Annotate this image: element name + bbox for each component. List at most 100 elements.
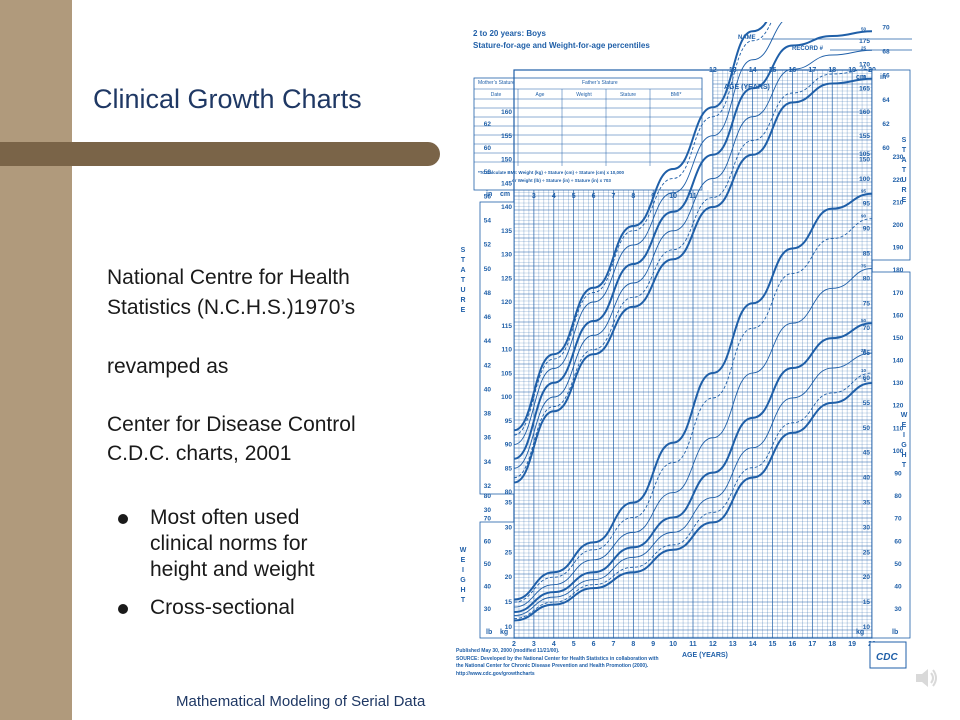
stature-curve-10 bbox=[513, 68, 873, 479]
weight-lb-tick-right: 220 bbox=[893, 177, 904, 184]
audio-speaker-icon[interactable] bbox=[912, 664, 940, 692]
svg-text:T: T bbox=[461, 597, 466, 604]
weight-kg-tick-right: 60 bbox=[863, 375, 871, 382]
stature-in-tick-left: 38 bbox=[484, 411, 492, 418]
paragraph-cdc-line1: Center for Disease Control bbox=[107, 413, 356, 436]
weight-curve-75 bbox=[513, 267, 873, 608]
age-tick-top: 15 bbox=[769, 67, 777, 74]
age-tick-bottom: 18 bbox=[828, 641, 836, 648]
stature-cm-tick-right: 170 bbox=[859, 62, 870, 69]
bmi-note-line2: or Weight (lb) ÷ Stature (in) ÷ Stature … bbox=[512, 178, 611, 183]
stature-cm-tick-left: 130 bbox=[501, 252, 512, 259]
svg-text:I: I bbox=[462, 567, 464, 574]
stature-cm-tick-right: 165 bbox=[859, 85, 870, 92]
stature-in-tick-left: 30 bbox=[484, 507, 492, 514]
weight-lb-tick-left: 40 bbox=[484, 583, 492, 590]
weight-lb-tick-right: 60 bbox=[894, 538, 902, 545]
paragraph-nchs-line2: Statistics (N.C.H.S.)1970’s bbox=[107, 296, 356, 319]
weight-lb-tick-right: 110 bbox=[893, 425, 904, 432]
weight-lb-tick-right: 100 bbox=[893, 448, 904, 455]
stature-cm-tick-left: 140 bbox=[501, 204, 512, 211]
weight-lb-tick-right: 160 bbox=[893, 312, 904, 319]
weight-lb-tick-right: 70 bbox=[894, 516, 902, 523]
weight-lb-tick-left: 30 bbox=[484, 606, 492, 613]
weight-kg-tick-right: 10 bbox=[863, 624, 871, 631]
weight-percentile-label: 25 bbox=[861, 348, 867, 353]
left-decorative-strip bbox=[0, 0, 72, 720]
weight-curve-10 bbox=[513, 372, 873, 619]
stature-in-tick-left: 32 bbox=[484, 483, 492, 490]
age-tick-top: 17 bbox=[808, 67, 816, 74]
weight-lb-tick-right: 40 bbox=[894, 583, 902, 590]
age-tick-inner: 5 bbox=[572, 193, 576, 200]
weight-kg-tick-right: 90 bbox=[863, 226, 871, 233]
stature-cm-tick-left: 145 bbox=[501, 180, 512, 187]
svg-text:H: H bbox=[460, 587, 465, 594]
svg-text:E: E bbox=[902, 422, 907, 429]
mother-stature-label: Mother’s Stature bbox=[478, 80, 515, 86]
age-tick-bottom: 4 bbox=[552, 641, 556, 648]
chart-axes: 2345678910111213141516171819201213141516… bbox=[460, 0, 911, 648]
table-header: Stature bbox=[620, 92, 636, 98]
weight-lb-tick-right: 50 bbox=[894, 561, 902, 568]
paragraph-nchs-line1: National Centre for Health bbox=[107, 266, 350, 289]
weight-lb-tick-right: 190 bbox=[893, 245, 904, 252]
age-tick-bottom: 16 bbox=[789, 641, 797, 648]
stature-percentile-label: 10 bbox=[861, 64, 867, 69]
name-label: NAME bbox=[738, 35, 756, 41]
svg-text:S: S bbox=[902, 137, 907, 144]
bullet-text-line: Most often used bbox=[150, 506, 300, 529]
stature-curve-90 bbox=[513, 0, 787, 436]
unit-lb-right: lb bbox=[892, 629, 898, 636]
stature-in-tick-left: 50 bbox=[484, 266, 492, 273]
weight-lb-tick-right: 130 bbox=[893, 380, 904, 387]
age-axis-label-bottom: AGE (YEARS) bbox=[682, 652, 728, 659]
weight-lb-tick-right: 80 bbox=[894, 493, 902, 500]
paragraph-cdc-line2: C.D.C. charts, 2001 bbox=[107, 442, 292, 465]
weight-curve-5 bbox=[513, 381, 873, 622]
stature-in-tick-left: 62 bbox=[484, 121, 492, 128]
stature-in-tick-left: 48 bbox=[484, 290, 492, 297]
stature-curve-50 bbox=[513, 30, 873, 460]
weight-kg-tick-left: 35 bbox=[505, 500, 513, 507]
bullet-dot bbox=[118, 514, 128, 524]
age-tick-bottom: 12 bbox=[709, 641, 717, 648]
age-tick-bottom: 14 bbox=[749, 641, 757, 648]
age-tick-bottom: 19 bbox=[848, 641, 856, 648]
weight-kg-tick-right: 40 bbox=[863, 475, 871, 482]
weight-lb-tick-left: 50 bbox=[484, 561, 492, 568]
growth-chart-svg: 2 to 20 years: Boys Stature-for-age and … bbox=[452, 0, 912, 690]
weight-lb-tick-right: 210 bbox=[893, 199, 904, 206]
svg-text:E: E bbox=[902, 197, 907, 204]
unit-in-right: in bbox=[880, 74, 886, 81]
age-tick-bottom: 11 bbox=[689, 641, 697, 648]
slide-footer: Mathematical Modeling of Serial Data bbox=[176, 693, 426, 710]
stature-in-tick-right: 66 bbox=[882, 73, 890, 80]
weight-kg-tick-right: 70 bbox=[863, 325, 871, 332]
weight-lb-tick-right: 230 bbox=[893, 154, 904, 161]
stature-cm-tick-left: 95 bbox=[505, 418, 513, 425]
svg-text:A: A bbox=[460, 267, 465, 274]
stature-in-tick-left: 34 bbox=[484, 459, 492, 466]
weight-curve-50 bbox=[513, 322, 873, 614]
measurement-table: Mother’s Stature Father’s Stature Date Ag… bbox=[473, 77, 703, 191]
weight-lb-tick-right: 140 bbox=[893, 358, 904, 365]
stature-cm-tick-left: 135 bbox=[501, 228, 512, 235]
age-tick-top: 14 bbox=[749, 67, 757, 74]
unit-cm-left: cm bbox=[500, 191, 510, 198]
chart-heading-2: Stature-for-age and Weight-for-age perce… bbox=[473, 41, 650, 50]
weight-lb-tick-right: 120 bbox=[893, 403, 904, 410]
age-tick-top: 16 bbox=[789, 67, 797, 74]
stature-in-tick-left: 52 bbox=[484, 242, 492, 249]
weight-kg-tick-right: 80 bbox=[863, 275, 871, 282]
unit-kg-left: kg bbox=[500, 629, 508, 636]
svg-text:A: A bbox=[901, 157, 906, 164]
weight-kg-tick-right: 25 bbox=[863, 549, 871, 556]
stature-curve-95 bbox=[513, 0, 779, 432]
weight-kg-tick-left: 30 bbox=[505, 524, 513, 531]
unit-cm-right: cm bbox=[856, 74, 866, 81]
weight-percentile-label: 90 bbox=[861, 214, 867, 219]
table-header: Age bbox=[536, 92, 545, 98]
weight-curve-95 bbox=[513, 192, 873, 601]
weight-kg-tick-left: 15 bbox=[505, 599, 513, 606]
